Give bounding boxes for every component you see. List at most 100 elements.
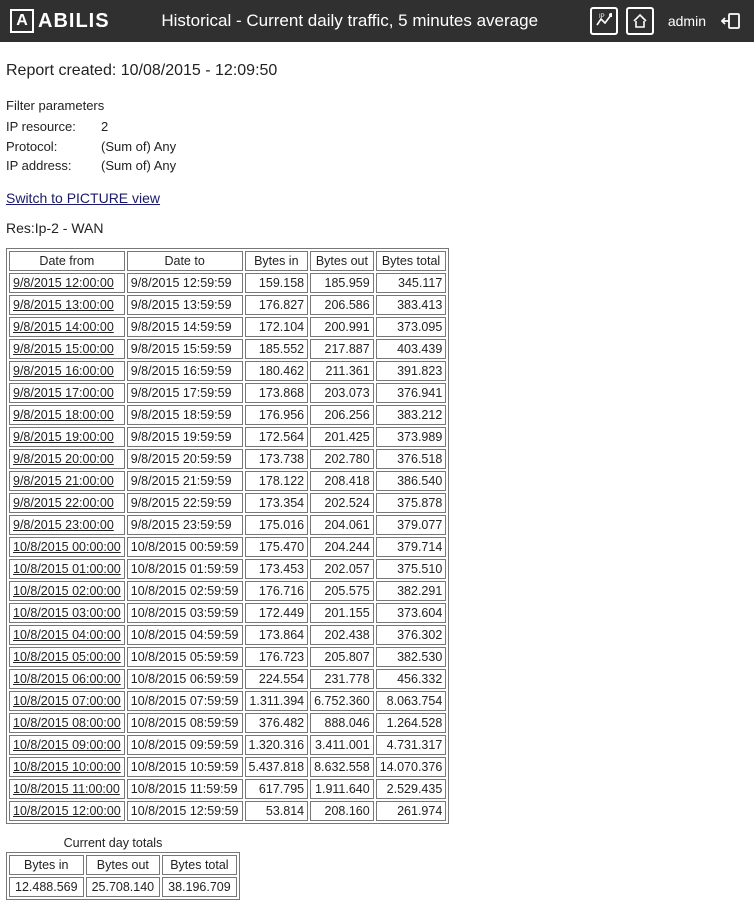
date-from-link[interactable]: 10/8/2015 02:00:00	[13, 584, 121, 598]
cell-bytes-in: 178.122	[245, 471, 309, 491]
cell-date-to: 10/8/2015 05:59:59	[127, 647, 243, 667]
date-from-link[interactable]: 9/8/2015 18:00:00	[13, 408, 114, 422]
date-from-link[interactable]: 9/8/2015 22:00:00	[13, 496, 114, 510]
switch-view-link[interactable]: Switch to PICTURE view	[6, 190, 160, 206]
cell-date-from[interactable]: 10/8/2015 00:00:00	[9, 537, 125, 557]
cell-date-from[interactable]: 9/8/2015 14:00:00	[9, 317, 125, 337]
logout-icon[interactable]	[718, 8, 744, 34]
date-from-link[interactable]: 9/8/2015 21:00:00	[13, 474, 114, 488]
cell-date-from[interactable]: 10/8/2015 05:00:00	[9, 647, 125, 667]
cell-date-from[interactable]: 9/8/2015 19:00:00	[9, 427, 125, 447]
brand-logo[interactable]: A ABILIS	[10, 9, 110, 33]
cell-bytes-out: 206.256	[310, 405, 374, 425]
date-from-link[interactable]: 9/8/2015 13:00:00	[13, 298, 114, 312]
filter-row-ip-address: IP address: (Sum of) Any	[6, 156, 748, 176]
cell-date-to: 10/8/2015 11:59:59	[127, 779, 243, 799]
date-from-link[interactable]: 9/8/2015 17:00:00	[13, 386, 114, 400]
cell-date-from[interactable]: 10/8/2015 06:00:00	[9, 669, 125, 689]
user-label[interactable]: admin	[668, 13, 706, 29]
date-from-link[interactable]: 9/8/2015 20:00:00	[13, 452, 114, 466]
cell-bytes-out: 202.780	[310, 449, 374, 469]
date-from-link[interactable]: 10/8/2015 07:00:00	[13, 694, 121, 708]
totals-section: Current day totals Bytes in Bytes out By…	[6, 836, 748, 900]
cell-date-from[interactable]: 10/8/2015 07:00:00	[9, 691, 125, 711]
cell-date-from[interactable]: 10/8/2015 02:00:00	[9, 581, 125, 601]
date-from-link[interactable]: 10/8/2015 10:00:00	[13, 760, 121, 774]
cell-date-from[interactable]: 10/8/2015 08:00:00	[9, 713, 125, 733]
date-from-link[interactable]: 9/8/2015 19:00:00	[13, 430, 114, 444]
table-row: 9/8/2015 17:00:009/8/2015 17:59:59173.86…	[9, 383, 446, 403]
table-row: 10/8/2015 06:00:0010/8/2015 06:59:59224.…	[9, 669, 446, 689]
cell-date-from[interactable]: 9/8/2015 16:00:00	[9, 361, 125, 381]
cell-date-from[interactable]: 9/8/2015 21:00:00	[9, 471, 125, 491]
cell-bytes-out: 202.057	[310, 559, 374, 579]
date-from-link[interactable]: 10/8/2015 00:00:00	[13, 540, 121, 554]
cell-date-from[interactable]: 10/8/2015 01:00:00	[9, 559, 125, 579]
cell-bytes-total: 391.823	[376, 361, 447, 381]
date-from-link[interactable]: 10/8/2015 09:00:00	[13, 738, 121, 752]
traffic-table: Date from Date to Bytes in Bytes out Byt…	[6, 248, 449, 824]
date-from-link[interactable]: 10/8/2015 03:00:00	[13, 606, 121, 620]
cell-bytes-out: 201.425	[310, 427, 374, 447]
table-row: 10/8/2015 09:00:0010/8/2015 09:59:591.32…	[9, 735, 446, 755]
date-from-link[interactable]: 10/8/2015 11:00:00	[13, 782, 120, 796]
date-from-link[interactable]: 10/8/2015 12:00:00	[13, 804, 121, 818]
cell-bytes-total: 403.439	[376, 339, 447, 359]
table-row: 9/8/2015 20:00:009/8/2015 20:59:59173.73…	[9, 449, 446, 469]
date-from-link[interactable]: 10/8/2015 06:00:00	[13, 672, 121, 686]
cell-date-to: 10/8/2015 08:59:59	[127, 713, 243, 733]
cell-bytes-out: 205.575	[310, 581, 374, 601]
cell-date-from[interactable]: 9/8/2015 22:00:00	[9, 493, 125, 513]
cell-bytes-in: 176.827	[245, 295, 309, 315]
cell-date-from[interactable]: 10/8/2015 03:00:00	[9, 603, 125, 623]
home-icon[interactable]	[626, 7, 654, 35]
filter-row-ip-resource: IP resource: 2	[6, 117, 748, 137]
cell-bytes-total: 376.941	[376, 383, 447, 403]
cell-date-to: 10/8/2015 04:59:59	[127, 625, 243, 645]
cell-date-to: 9/8/2015 21:59:59	[127, 471, 243, 491]
cell-bytes-in: 176.723	[245, 647, 309, 667]
date-from-link[interactable]: 9/8/2015 14:00:00	[13, 320, 114, 334]
cell-date-from[interactable]: 9/8/2015 15:00:00	[9, 339, 125, 359]
date-from-link[interactable]: 9/8/2015 15:00:00	[13, 342, 114, 356]
date-from-link[interactable]: 9/8/2015 12:00:00	[13, 276, 114, 290]
cell-bytes-out: 211.361	[310, 361, 374, 381]
cell-date-from[interactable]: 9/8/2015 12:00:00	[9, 273, 125, 293]
cell-bytes-in: 173.868	[245, 383, 309, 403]
cell-bytes-in: 175.470	[245, 537, 309, 557]
header-bar: A ABILIS Historical - Current daily traf…	[0, 0, 754, 42]
cell-bytes-total: 456.332	[376, 669, 447, 689]
cell-date-from[interactable]: 10/8/2015 09:00:00	[9, 735, 125, 755]
cell-bytes-in: 173.738	[245, 449, 309, 469]
date-from-link[interactable]: 9/8/2015 23:00:00	[13, 518, 114, 532]
cell-date-from[interactable]: 9/8/2015 20:00:00	[9, 449, 125, 469]
cell-bytes-total: 379.714	[376, 537, 447, 557]
date-from-link[interactable]: 10/8/2015 01:00:00	[13, 562, 121, 576]
cell-date-to: 9/8/2015 14:59:59	[127, 317, 243, 337]
cell-date-from[interactable]: 10/8/2015 12:00:00	[9, 801, 125, 821]
cell-date-from[interactable]: 10/8/2015 11:00:00	[9, 779, 125, 799]
cell-bytes-total: 382.291	[376, 581, 447, 601]
table-row: 10/8/2015 08:00:0010/8/2015 08:59:59376.…	[9, 713, 446, 733]
cell-date-from[interactable]: 10/8/2015 04:00:00	[9, 625, 125, 645]
cell-bytes-in: 617.795	[245, 779, 309, 799]
cell-date-from[interactable]: 9/8/2015 23:00:00	[9, 515, 125, 535]
table-row: 9/8/2015 18:00:009/8/2015 18:59:59176.95…	[9, 405, 446, 425]
cell-date-to: 10/8/2015 03:59:59	[127, 603, 243, 623]
date-from-link[interactable]: 10/8/2015 05:00:00	[13, 650, 121, 664]
cell-date-from[interactable]: 9/8/2015 18:00:00	[9, 405, 125, 425]
cell-bytes-out: 204.244	[310, 537, 374, 557]
cell-date-from[interactable]: 9/8/2015 13:00:00	[9, 295, 125, 315]
date-from-link[interactable]: 10/8/2015 04:00:00	[13, 628, 121, 642]
cell-date-from[interactable]: 9/8/2015 17:00:00	[9, 383, 125, 403]
cell-date-to: 9/8/2015 12:59:59	[127, 273, 243, 293]
cell-bytes-total: 261.974	[376, 801, 447, 821]
date-from-link[interactable]: 9/8/2015 16:00:00	[13, 364, 114, 378]
table-row: 9/8/2015 12:00:009/8/2015 12:59:59159.15…	[9, 273, 446, 293]
cell-bytes-out: 231.778	[310, 669, 374, 689]
cell-date-to: 9/8/2015 22:59:59	[127, 493, 243, 513]
date-from-link[interactable]: 10/8/2015 08:00:00	[13, 716, 121, 730]
table-row: 10/8/2015 05:00:00 10/8/2015 05:59:59176.…	[9, 647, 446, 667]
chart-icon[interactable]: IP	[590, 7, 618, 35]
cell-date-from[interactable]: 10/8/2015 10:00:00	[9, 757, 125, 777]
